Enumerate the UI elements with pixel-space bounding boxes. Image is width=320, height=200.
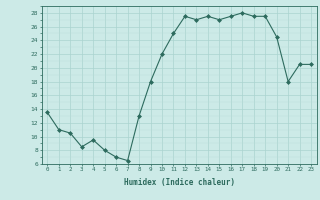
X-axis label: Humidex (Indice chaleur): Humidex (Indice chaleur) bbox=[124, 178, 235, 187]
